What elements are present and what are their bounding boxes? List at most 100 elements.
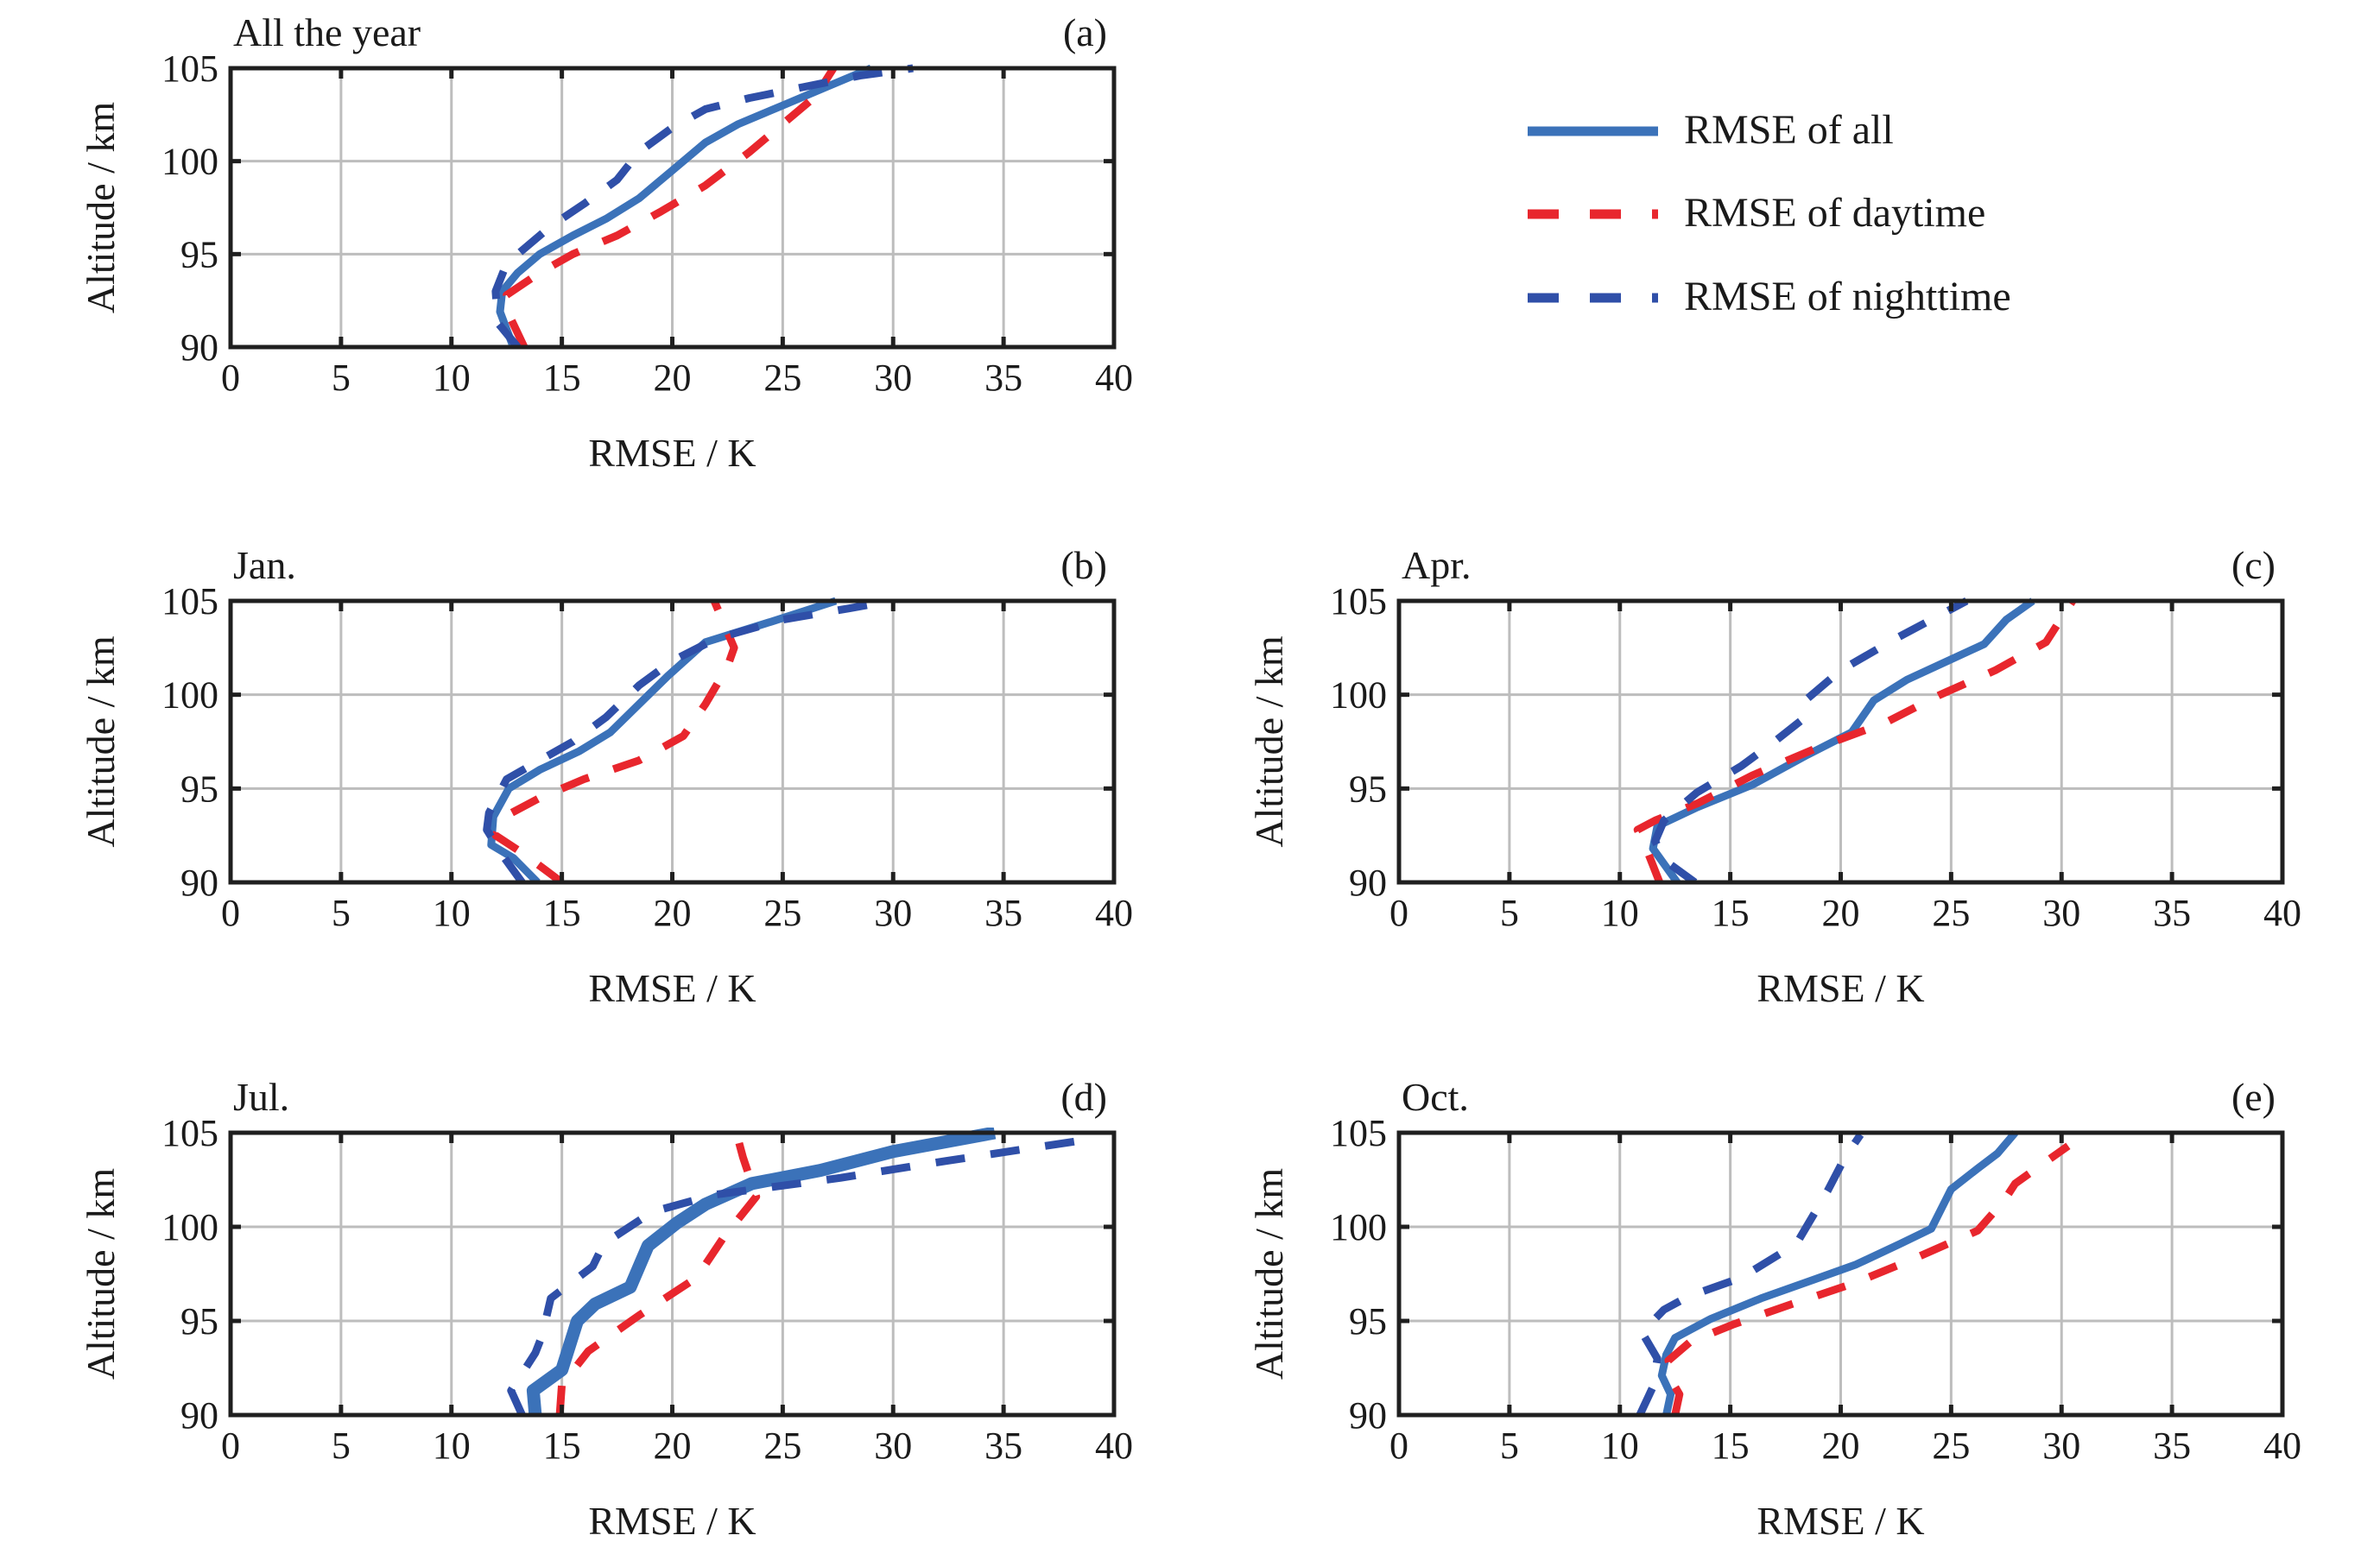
x-tick-label: 40 <box>1095 1425 1133 1467</box>
x-tick-label: 25 <box>1932 1425 1970 1467</box>
x-tick-label: 35 <box>984 892 1022 934</box>
panel-c: 0 5 10 15 20 25 30 35 40 90 95 100 105 Apr. (c) RMSE / … <box>1247 543 2301 1010</box>
x-tick-label: 20 <box>1822 1425 1860 1467</box>
x-tick-label: 0 <box>221 892 240 934</box>
y-tick-label: 100 <box>1330 1206 1387 1248</box>
x-tick-label: 35 <box>2153 892 2191 934</box>
x-tick-label: 35 <box>984 1425 1022 1467</box>
series-line-rmse-of-all <box>526 1128 997 1415</box>
panel-letter: (c) <box>2231 543 2276 587</box>
series-line-rmse-of-all <box>1657 1130 2018 1415</box>
series-group <box>507 1128 1084 1415</box>
series-line-rmse-of-nighttime <box>483 597 892 882</box>
x-tick-label: 25 <box>763 357 801 399</box>
y-tick-label: 95 <box>180 768 218 810</box>
x-tick-label: 15 <box>543 892 581 934</box>
x-axis-label: RMSE / K <box>588 431 756 475</box>
x-tick-label: 30 <box>2042 892 2080 934</box>
series-line-rmse-of-daytime <box>503 66 837 347</box>
y-axis-label: Altitude / km <box>1247 1168 1291 1381</box>
x-axis-label: RMSE / K <box>588 1499 756 1543</box>
series-line-rmse-of-daytime <box>491 599 738 882</box>
x-tick-label: 35 <box>984 357 1022 399</box>
series-line-rmse-of-nighttime <box>1651 597 1969 882</box>
x-axis-label: RMSE / K <box>588 966 756 1010</box>
x-tick-label: 0 <box>1389 1425 1408 1467</box>
legend: RMSE of all RMSE of daytime RMSE of nigh… <box>1528 107 2011 319</box>
x-tick-label: 15 <box>1712 892 1750 934</box>
x-tick-label: 0 <box>1389 892 1408 934</box>
x-tick-label: 30 <box>874 357 912 399</box>
panel-title: Apr. <box>1402 543 1472 587</box>
y-tick-label: 95 <box>1349 768 1387 810</box>
x-tick-label: 40 <box>1095 892 1133 934</box>
legend-label-daytime: RMSE of daytime <box>1684 190 1985 236</box>
x-tick-label: 5 <box>332 357 351 399</box>
x-tick-label: 20 <box>654 892 692 934</box>
x-tick-label: 30 <box>874 1425 912 1467</box>
series-line-rmse-of-all <box>487 597 838 882</box>
series-line-rmse-of-daytime <box>1633 598 2076 882</box>
y-tick-label: 100 <box>1330 674 1387 717</box>
x-tick-label: 10 <box>433 1425 471 1467</box>
x-tick-label: 10 <box>433 357 471 399</box>
x-tick-label: 5 <box>1500 892 1519 934</box>
y-tick-label: 105 <box>161 580 218 622</box>
panel-b: 0 5 10 15 20 25 30 35 40 90 95 100 105 Jan. (b) RMSE / … <box>79 543 1133 1010</box>
panel-a: 0 5 10 15 20 25 30 35 40 90 95 100 105 All the year (a… <box>79 10 1133 475</box>
panel-title: Jul. <box>233 1075 289 1119</box>
x-tick-label: 15 <box>543 1425 581 1467</box>
panel-letter: (e) <box>2231 1075 2276 1119</box>
panel-title: Oct. <box>1402 1075 1469 1119</box>
x-tick-label: 20 <box>654 357 692 399</box>
series-line-rmse-of-nighttime <box>507 1136 1084 1415</box>
x-axis-label: RMSE / K <box>1757 966 1924 1010</box>
y-tick-label: 95 <box>180 1300 218 1343</box>
x-tick-label: 25 <box>1932 892 1970 934</box>
y-tick-label: 100 <box>161 141 218 183</box>
x-tick-label: 15 <box>543 357 581 399</box>
y-tick-label: 90 <box>1349 1394 1387 1437</box>
y-tick-label: 90 <box>180 326 218 369</box>
series-line-rmse-of-all <box>496 64 873 347</box>
series-group <box>491 64 914 347</box>
x-tick-label: 35 <box>2153 1425 2191 1467</box>
legend-label-nighttime: RMSE of nighttime <box>1684 274 2011 319</box>
panel-letter: (d) <box>1060 1075 1107 1119</box>
y-tick-label: 105 <box>1330 1112 1387 1154</box>
panel-e: 0 5 10 15 20 25 30 35 40 90 95 100 105 Oct. (e) RMSE / … <box>1247 1075 2301 1543</box>
x-tick-label: 10 <box>1601 892 1639 934</box>
x-tick-label: 10 <box>433 892 471 934</box>
y-axis-label: Altitude / km <box>79 102 123 314</box>
y-tick-label: 95 <box>180 233 218 275</box>
x-tick-label: 0 <box>221 1425 240 1467</box>
y-tick-label: 90 <box>1349 862 1387 904</box>
x-tick-label: 40 <box>2263 892 2301 934</box>
y-tick-label: 105 <box>161 47 218 90</box>
x-tick-label: 15 <box>1712 1425 1750 1467</box>
y-axis-label: Altitude / km <box>79 1168 123 1381</box>
y-tick-label: 90 <box>180 862 218 904</box>
x-tick-label: 20 <box>654 1425 692 1467</box>
series-line-rmse-of-nighttime <box>1636 1132 1864 1415</box>
panel-letter: (b) <box>1060 543 1107 587</box>
x-tick-label: 5 <box>332 1425 351 1467</box>
x-tick-label: 10 <box>1601 1425 1639 1467</box>
panel-title: Jan. <box>233 543 296 587</box>
x-tick-label: 40 <box>2263 1425 2301 1467</box>
y-tick-label: 95 <box>1349 1300 1387 1343</box>
x-tick-label: 0 <box>221 357 240 399</box>
x-tick-label: 5 <box>332 892 351 934</box>
series-line-rmse-of-daytime <box>1664 1142 2071 1415</box>
y-tick-label: 105 <box>161 1112 218 1154</box>
x-tick-label: 30 <box>874 892 912 934</box>
series-group <box>1636 1130 2071 1415</box>
legend-label-all: RMSE of all <box>1684 107 1894 153</box>
series-line-rmse-of-daytime <box>555 1131 761 1415</box>
x-tick-label: 25 <box>763 1425 801 1467</box>
x-axis-label: RMSE / K <box>1757 1499 1924 1543</box>
panel-title: All the year <box>233 10 421 54</box>
x-tick-label: 25 <box>763 892 801 934</box>
